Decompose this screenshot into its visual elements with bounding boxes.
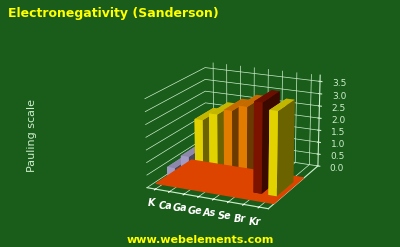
Text: www.webelements.com: www.webelements.com	[126, 235, 274, 245]
Text: Pauling scale: Pauling scale	[27, 99, 37, 172]
Text: Electronegativity (Sanderson): Electronegativity (Sanderson)	[8, 7, 219, 21]
